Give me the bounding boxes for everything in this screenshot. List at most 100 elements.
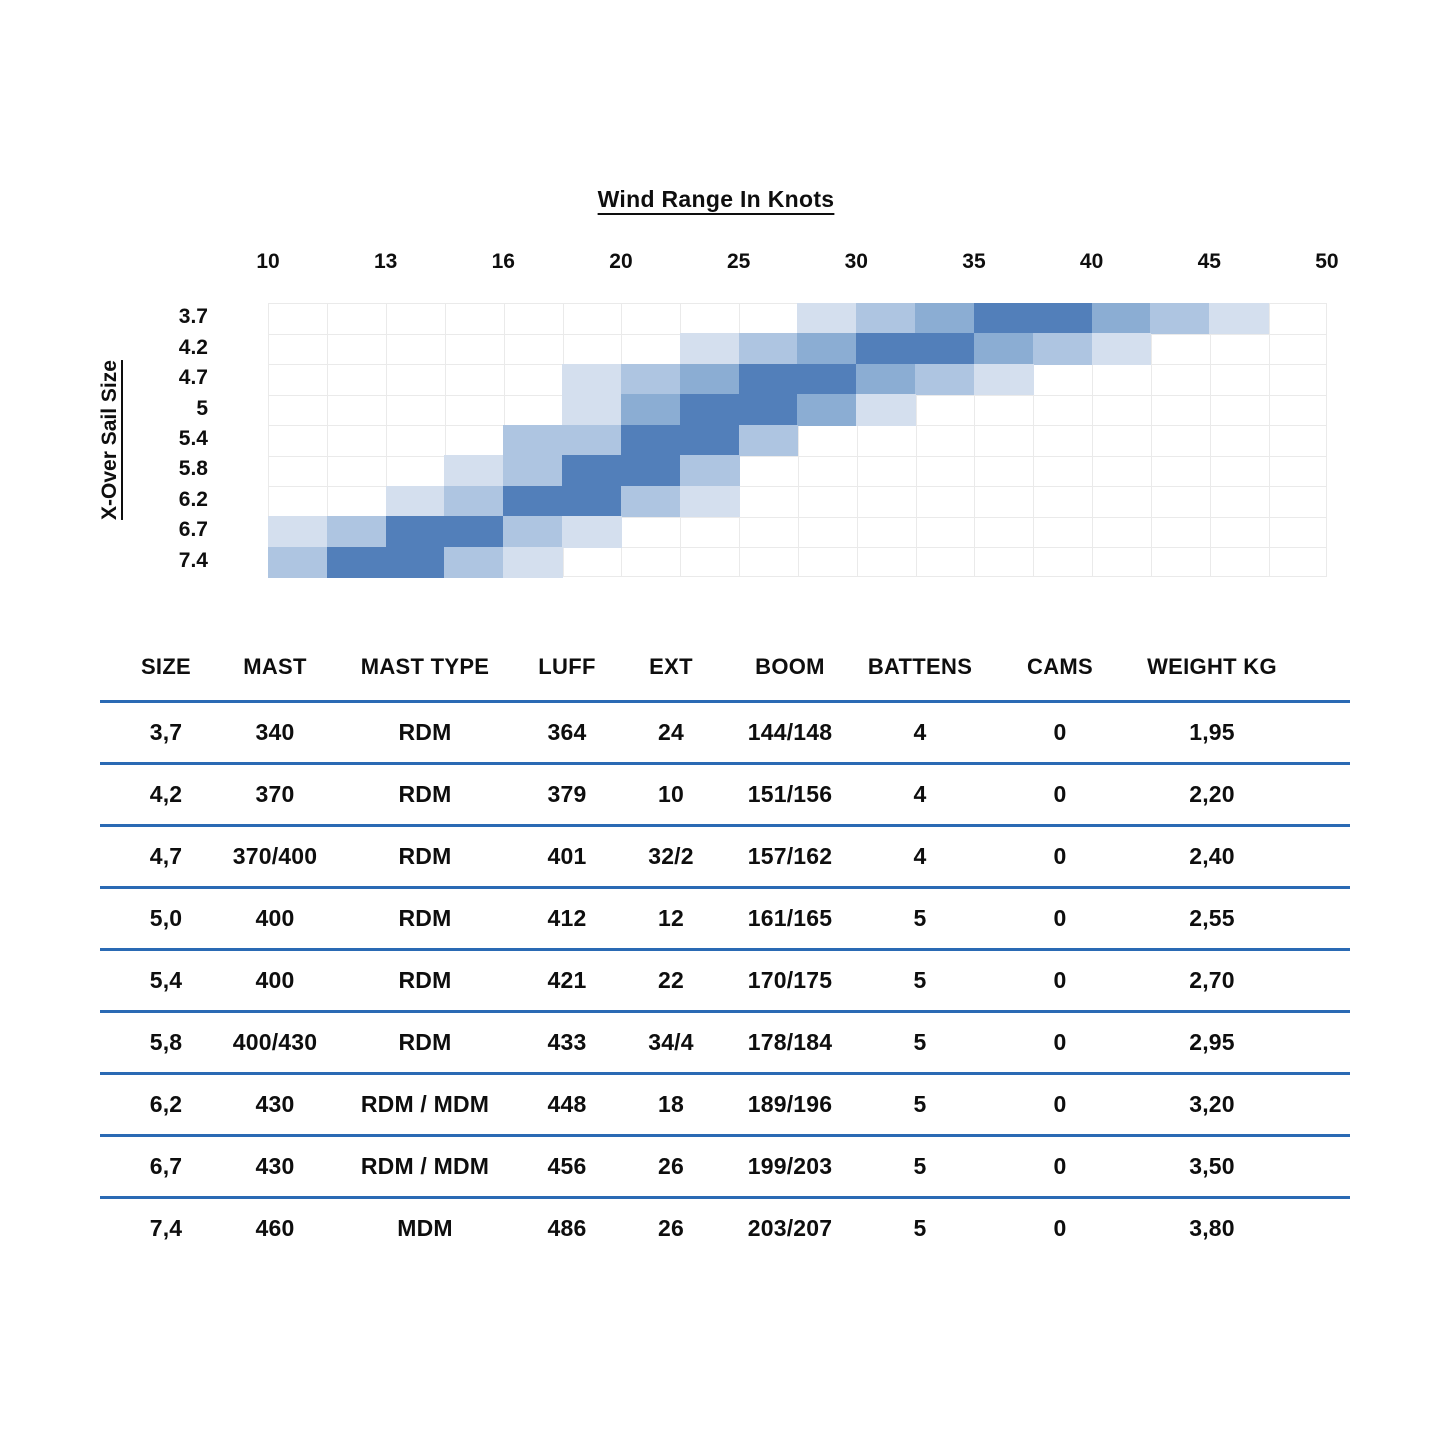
heatmap-cell [738, 363, 799, 396]
gridline-vertical [327, 304, 329, 576]
table-cell: RDM [398, 967, 452, 993]
table-cell: 5 [913, 905, 927, 931]
heatmap-cell [620, 363, 681, 396]
gridline-vertical [1092, 304, 1094, 576]
table-cell: 151/156 [747, 781, 833, 807]
table-row: 5,4 400 RDM 421 22 170/175 5 0 2,70 [100, 948, 1350, 1010]
sail-size-label: 6.2 [178, 487, 208, 511]
table-cell: 4 [913, 843, 927, 869]
heatmap-cell [738, 394, 799, 426]
heatmap-cell [562, 424, 622, 457]
gridline-horizontal [269, 455, 1326, 457]
x-tick: 50 [1315, 250, 1339, 273]
table-cell: 5 [913, 967, 927, 993]
table-cell: 4 [913, 781, 927, 807]
heatmap-cell [797, 394, 858, 426]
gridline-horizontal [269, 516, 1326, 518]
table-cell: RDM / MDM [360, 1091, 490, 1117]
heatmap-cell [562, 455, 622, 487]
table-cell: 170/175 [747, 967, 833, 993]
heatmap-cell [620, 455, 681, 487]
table-cell: 0 [1053, 781, 1067, 807]
table-cell: 370/400 [232, 843, 318, 869]
table-cell: 32/2 [648, 843, 694, 869]
table-cell: 34/4 [648, 1029, 694, 1055]
table-cell: 430 [255, 1153, 295, 1179]
table-cell: 2,95 [1189, 1029, 1235, 1055]
heatmap-cell [562, 485, 622, 518]
table-cell: 5,4 [149, 967, 183, 993]
table-row: 6,7 430 RDM / MDM 456 26 199/203 5 0 3,50 [100, 1134, 1350, 1196]
table-cell: 1,95 [1189, 719, 1235, 745]
table-cell: 400/430 [232, 1029, 318, 1055]
heatmap-cell [503, 485, 564, 518]
table-cell: 400 [255, 905, 295, 931]
heatmap-cell [326, 516, 387, 548]
table-cell: 430 [255, 1091, 295, 1117]
heatmap-cell [444, 516, 505, 548]
x-tick: 16 [491, 250, 515, 273]
heatmap-cell [856, 303, 917, 335]
sail-size-label: 7.4 [178, 548, 208, 572]
gridline-vertical [386, 304, 388, 576]
table-cell: 199/203 [747, 1153, 833, 1179]
table-cell: 5 [913, 1153, 927, 1179]
table-cell: 0 [1053, 1029, 1067, 1055]
table-cell: 3,20 [1189, 1091, 1235, 1117]
heatmap-cell [503, 424, 564, 457]
heatmap-cell [1032, 333, 1093, 365]
table-header-cell: BATTENS [867, 653, 973, 679]
table-row: 5,0 400 RDM 412 12 161/165 5 0 2,55 [100, 886, 1350, 948]
spec-table: SIZE MAST MAST TYPE LUFF EXT BOOM BATTENS CAMS W… [100, 633, 1350, 1258]
x-tick: 13 [373, 250, 398, 273]
gridline-vertical [1150, 304, 1152, 576]
heatmap-cell [385, 485, 446, 518]
table-row: 3,7 340 RDM 364 24 144/148 4 0 1,95 [100, 700, 1350, 762]
sail-size-label: 3.7 [178, 305, 208, 329]
heatmap-cell [444, 546, 505, 578]
table-cell: 401 [547, 843, 587, 869]
x-axis-ticks: 10 13 16 20 25 30 35 40 45 50 [256, 250, 1338, 276]
heatmap-cell [679, 455, 740, 487]
table-cell: 4,2 [149, 781, 183, 807]
heatmap-cell [856, 394, 917, 426]
heatmap-cell [797, 363, 858, 396]
table-cell: 26 [658, 1153, 684, 1179]
gridline-vertical [974, 304, 976, 576]
heatmap-cell [679, 394, 740, 426]
heatmap-cell [620, 394, 681, 426]
heatmap-cell [679, 424, 740, 457]
table-cell: 26 [658, 1215, 684, 1241]
table-cell: 189/196 [747, 1091, 833, 1117]
table-cell: MDM [397, 1215, 453, 1241]
table-cell: 0 [1053, 1091, 1067, 1117]
table-cell: 0 [1053, 967, 1067, 993]
table-cell: 486 [547, 1215, 587, 1241]
heatmap-cell [268, 546, 328, 578]
sail-size-label: 5.4 [178, 426, 208, 450]
table-cell: RDM [398, 843, 452, 869]
heatmap-cell [738, 424, 799, 457]
x-tick: 35 [962, 250, 986, 273]
heatmap-cell [503, 546, 564, 578]
heatmap-grid [268, 303, 1327, 578]
table-cell: 370 [255, 781, 295, 807]
sail-size-label: 5.8 [178, 457, 208, 481]
table-cell: 400 [255, 967, 295, 993]
table-cell: 5,0 [149, 905, 183, 931]
table-cell: 2,55 [1189, 905, 1235, 931]
heatmap-cell [620, 485, 681, 518]
table-cell: 12 [658, 905, 684, 931]
sail-size-label: 6.7 [178, 518, 208, 542]
heatmap-cell [973, 363, 1034, 396]
table-cell: 2,40 [1189, 843, 1235, 869]
heatmap-cell [797, 333, 858, 365]
heatmap-cell [679, 333, 740, 365]
heatmap-cell [562, 363, 622, 396]
gridline-vertical [1268, 304, 1270, 576]
heatmap-cell [444, 455, 505, 487]
heatmap-cell [562, 516, 622, 548]
table-header-cell: MAST TYPE [360, 653, 490, 679]
table-cell: 22 [658, 967, 684, 993]
table-cell: 161/165 [747, 905, 833, 931]
